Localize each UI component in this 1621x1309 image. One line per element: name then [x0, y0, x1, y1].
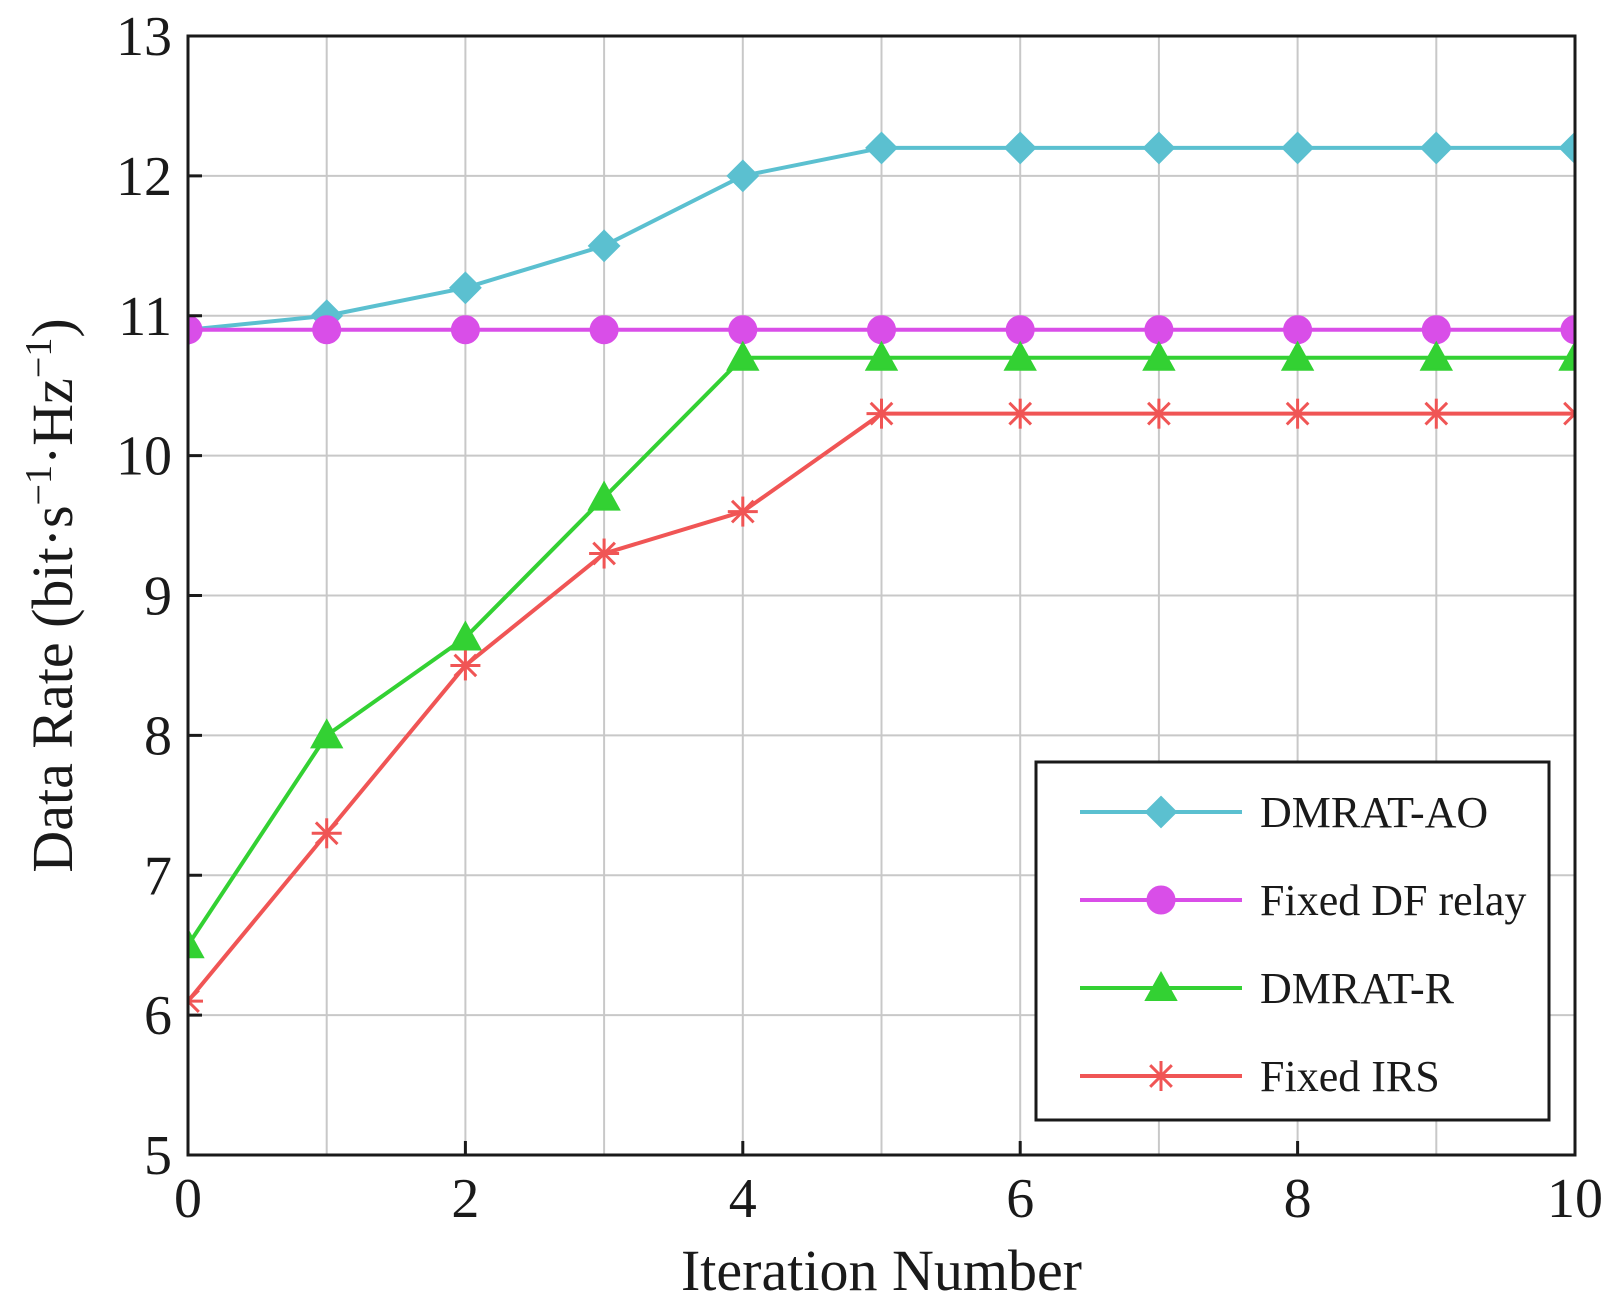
y-tick-label: 10 — [116, 426, 172, 488]
legend: DMRAT-AO Fixed DF relay DMRAT-R Fixed IRS — [1034, 760, 1551, 1122]
legend-label: Fixed IRS — [1260, 1052, 1440, 1101]
asterisk-marker — [727, 496, 758, 527]
circle-marker — [1144, 315, 1174, 345]
y-tick-label: 13 — [116, 6, 172, 68]
series-fixed-df-relay — [188, 315, 1575, 345]
y-tick-label: 12 — [116, 146, 172, 208]
legend-item: DMRAT-AO — [1080, 788, 1488, 837]
triangle-marker — [1142, 340, 1176, 371]
legend-label: DMRAT-AO — [1260, 788, 1488, 837]
y-tick-label: 11 — [118, 286, 172, 348]
asterisk-marker — [311, 818, 342, 849]
x-tick-label: 6 — [1006, 1168, 1034, 1230]
y-axis-title: Data Rate (bit·s−1·Hz−1) — [18, 318, 85, 872]
triangle-marker — [1558, 340, 1575, 371]
circle-marker — [728, 315, 758, 345]
diamond-marker — [1281, 131, 1315, 165]
y-axis-title-prefix: Data Rate (bit·s — [20, 505, 85, 872]
series-dmrat-ao — [188, 131, 1575, 347]
asterisk-marker — [1282, 398, 1313, 429]
triangle-marker — [726, 340, 760, 371]
diamond-marker — [1558, 131, 1575, 165]
triangle-marker — [864, 340, 899, 371]
circle-marker — [1283, 315, 1313, 345]
y-tick-label: 6 — [144, 985, 172, 1047]
x-tick-label: 10 — [1547, 1168, 1603, 1230]
asterisk-marker — [450, 650, 481, 681]
diamond-marker — [1142, 131, 1176, 165]
legend-item: DMRAT-R — [1080, 964, 1455, 1013]
y-tick-label: 9 — [144, 566, 172, 628]
triangle-marker — [188, 928, 205, 959]
circle-marker — [867, 315, 896, 345]
diamond-marker — [865, 131, 898, 165]
circle-marker — [1560, 315, 1575, 345]
circle-marker — [1146, 885, 1176, 915]
x-tick-label: 2 — [451, 1168, 479, 1230]
y-tick-label: 5 — [144, 1125, 172, 1187]
triangle-marker — [1003, 340, 1037, 371]
circle-marker — [188, 315, 203, 345]
series-dmrat-r — [188, 340, 1575, 959]
triangle-marker — [448, 620, 483, 651]
y-axis-title-suffix: ) — [20, 318, 85, 337]
tick-labels: 0 2 4 6 8 10 5 6 7 8 9 10 11 12 13 — [116, 6, 1603, 1230]
asterisk-marker — [866, 398, 897, 429]
x-tick-label: 4 — [729, 1168, 757, 1230]
x-tick-label: 8 — [1284, 1168, 1312, 1230]
diamond-marker — [726, 159, 760, 193]
diamond-marker — [448, 271, 482, 305]
diamond-marker — [1144, 795, 1178, 829]
circle-marker — [589, 315, 619, 345]
asterisk-marker — [589, 538, 620, 569]
diamond-marker — [1003, 131, 1037, 165]
circle-marker — [450, 315, 480, 345]
legend-label: Fixed DF relay — [1260, 876, 1526, 925]
legend-item: Fixed DF relay — [1080, 876, 1526, 925]
asterisk-marker — [188, 986, 203, 1017]
axis-ticks — [186, 34, 1577, 1157]
triangle-marker — [1144, 970, 1178, 1001]
y-tick-label: 8 — [144, 705, 172, 767]
series-fixed-irs — [188, 398, 1575, 1017]
y-axis-title-middle: ·Hz — [20, 378, 85, 465]
circle-marker — [312, 315, 342, 345]
triangle-marker — [1419, 340, 1453, 371]
asterisk-marker — [1143, 398, 1174, 429]
triangle-marker — [587, 480, 621, 511]
asterisk-marker — [1560, 398, 1575, 429]
circle-marker — [1421, 315, 1451, 345]
triangle-marker — [1280, 340, 1315, 371]
y-axis-title-sup1: −1 — [18, 465, 60, 505]
legend-box — [1034, 760, 1551, 1122]
triangle-marker — [310, 718, 344, 749]
grid-lines — [188, 36, 1575, 1155]
x-axis-title: Iteration Number — [681, 1238, 1082, 1303]
asterisk-marker — [1005, 398, 1036, 429]
series-layer — [188, 131, 1575, 1017]
asterisk-marker — [1421, 398, 1452, 429]
y-tick-label: 7 — [144, 845, 172, 907]
diamond-marker — [587, 229, 621, 263]
asterisk-marker — [1146, 1061, 1176, 1091]
circle-marker — [1005, 315, 1035, 345]
legend-label: DMRAT-R — [1260, 964, 1455, 1013]
legend-item: Fixed IRS — [1080, 1052, 1440, 1101]
x-tick-label: 0 — [174, 1168, 202, 1230]
diamond-marker — [1419, 131, 1453, 165]
y-axis-title-sup2: −1 — [18, 338, 60, 378]
